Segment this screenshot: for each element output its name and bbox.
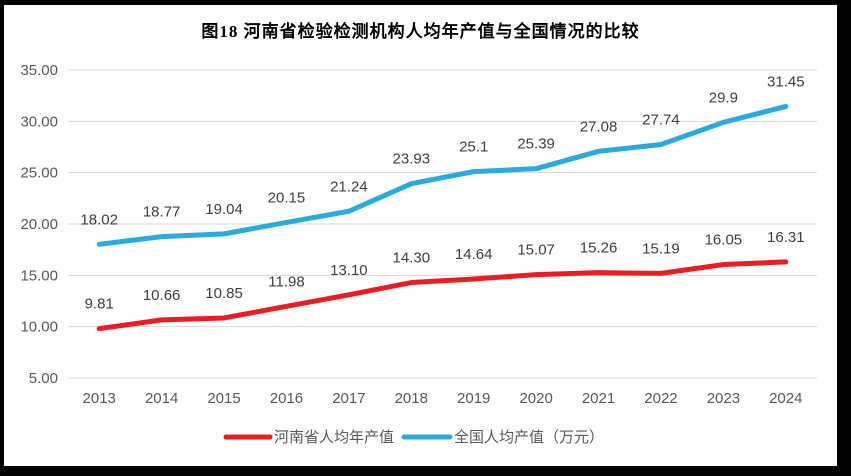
data-label: 21.24 xyxy=(330,178,368,195)
data-label: 18.02 xyxy=(80,211,118,228)
x-axis-label: 2014 xyxy=(145,390,178,407)
data-label: 16.31 xyxy=(767,229,805,246)
data-label: 16.05 xyxy=(705,232,743,249)
data-label: 15.19 xyxy=(642,240,680,257)
data-label: 9.81 xyxy=(85,296,114,313)
y-tick-label: 15.00 xyxy=(20,267,58,284)
series-line-1 xyxy=(96,103,789,247)
data-label: 10.85 xyxy=(205,285,243,302)
data-label: 10.66 xyxy=(143,287,181,304)
x-axis-label: 2013 xyxy=(83,390,116,407)
data-label: 13.10 xyxy=(330,262,368,279)
data-label: 20.15 xyxy=(268,189,306,206)
data-label: 23.93 xyxy=(393,151,431,168)
x-axis-label: 2015 xyxy=(207,390,240,407)
data-label: 25.1 xyxy=(459,139,488,156)
series-line-0 xyxy=(96,259,789,332)
x-axis-label: 2020 xyxy=(519,390,552,407)
x-axis-label: 2016 xyxy=(270,390,303,407)
data-label: 25.39 xyxy=(517,136,555,153)
y-tick-label: 20.00 xyxy=(20,216,58,233)
data-label: 19.04 xyxy=(205,201,243,218)
data-label: 27.08 xyxy=(580,118,618,135)
y-tick-label: 25.00 xyxy=(20,165,58,182)
legend-label: 河南省人均年产值 xyxy=(274,429,394,446)
y-tick-label: 30.00 xyxy=(20,113,58,130)
data-label: 11.98 xyxy=(268,273,304,290)
data-label: 14.64 xyxy=(455,246,493,263)
legend-label: 全国人均产值（万元） xyxy=(454,428,604,446)
x-axis-label: 2024 xyxy=(769,390,802,407)
x-axis-label: 2018 xyxy=(395,390,428,407)
x-axis-label: 2017 xyxy=(332,390,365,407)
x-axis-label: 2019 xyxy=(457,390,490,407)
data-label: 14.30 xyxy=(393,250,431,267)
chart-title: 图18 河南省检验检测机构人均年产值与全国情况的比较 xyxy=(201,22,640,41)
line-chart: 5.00 10.00 15.00 20.00 25.00 30.00 35.00 2013 20… xyxy=(20,62,817,446)
y-tick-label: 10.00 xyxy=(20,319,58,336)
x-axis-label: 2021 xyxy=(582,390,615,407)
chart-area: 5.00 10.00 15.00 20.00 25.00 30.00 35.00 2013 20… xyxy=(4,5,837,466)
data-label: 29.9 xyxy=(709,89,738,106)
y-tick-label: 5.00 xyxy=(29,370,58,387)
x-axis-label: 2022 xyxy=(644,390,677,407)
data-label: 31.45 xyxy=(767,73,805,90)
x-axis-label: 2023 xyxy=(707,390,740,407)
y-tick-label: 35.00 xyxy=(20,62,58,79)
data-label: 27.74 xyxy=(642,112,680,129)
data-label: 15.26 xyxy=(580,240,618,257)
data-label: 15.07 xyxy=(517,242,555,259)
data-label: 18.77 xyxy=(143,204,181,221)
